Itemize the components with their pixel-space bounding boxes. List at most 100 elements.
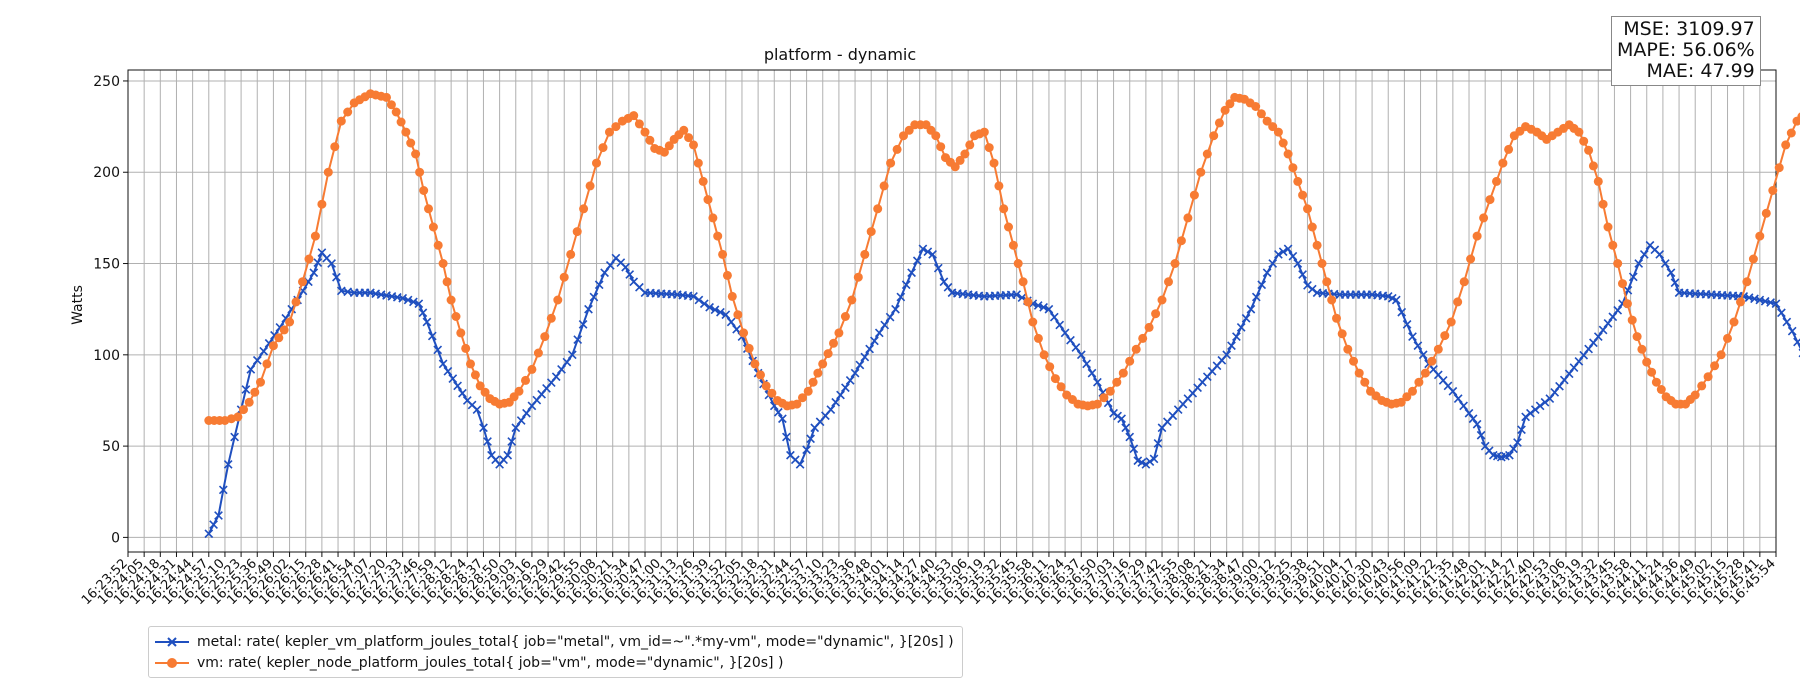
data-point xyxy=(818,359,828,369)
data-point xyxy=(847,295,857,305)
data-point xyxy=(466,359,475,369)
data-point xyxy=(403,295,413,305)
data-point xyxy=(589,292,599,302)
y-ticks: 0 50 100 150 200 250 xyxy=(93,74,128,546)
data-point xyxy=(1138,333,1148,343)
data-point xyxy=(1468,414,1478,424)
data-point xyxy=(1283,244,1293,254)
data-point xyxy=(507,437,517,446)
data-point xyxy=(557,365,566,374)
data-point xyxy=(1793,337,1800,347)
data-point xyxy=(521,375,530,385)
data-point xyxy=(1293,259,1303,268)
data-point xyxy=(1453,297,1463,307)
data-point xyxy=(428,222,438,232)
data-point xyxy=(398,293,408,303)
data-point xyxy=(1113,411,1122,421)
data-point xyxy=(684,133,694,143)
data-point xyxy=(1498,158,1508,168)
data-point xyxy=(904,125,914,135)
data-point xyxy=(533,348,543,358)
data-point xyxy=(396,117,406,127)
data-point xyxy=(1660,259,1670,268)
data-point xyxy=(693,158,703,168)
data-point xyxy=(1579,350,1589,360)
data-point xyxy=(802,445,811,455)
data-point xyxy=(1202,149,1212,159)
data-point xyxy=(1170,259,1180,268)
data-point xyxy=(382,92,391,102)
data-point xyxy=(705,302,714,312)
data-point xyxy=(1033,301,1043,310)
data-point xyxy=(1598,325,1608,335)
data-point xyxy=(214,511,223,520)
data-point xyxy=(223,460,233,469)
data-point xyxy=(1391,295,1401,305)
data-point xyxy=(1440,331,1450,341)
data-point xyxy=(291,297,301,307)
data-point xyxy=(640,127,650,137)
data-point xyxy=(1196,167,1206,177)
data-point xyxy=(1608,240,1618,250)
data-point xyxy=(1257,280,1267,290)
data-point xyxy=(1125,432,1135,442)
data-point xyxy=(1736,297,1745,307)
y-tick-label: 0 xyxy=(111,530,120,546)
data-point xyxy=(1579,136,1589,146)
data-point xyxy=(274,333,284,343)
data-point xyxy=(645,135,655,145)
data-point xyxy=(1049,312,1059,322)
data-point xyxy=(1082,359,1091,369)
data-point xyxy=(865,344,874,354)
data-point xyxy=(907,268,916,278)
data-point xyxy=(343,107,353,117)
data-point xyxy=(965,140,975,150)
data-point xyxy=(1459,277,1469,287)
data-point xyxy=(750,359,760,369)
data-point xyxy=(732,324,741,334)
legend-label-metal: metal: rate( kepler_vm_platform_joules_t… xyxy=(197,633,954,650)
data-point xyxy=(1777,308,1786,318)
data-point xyxy=(1513,438,1522,447)
data-point xyxy=(453,381,462,391)
data-point xyxy=(1492,176,1501,186)
data-point xyxy=(1099,393,1109,403)
data-point xyxy=(1427,356,1437,366)
data-point xyxy=(1117,414,1126,424)
data-point xyxy=(808,377,818,387)
data-point xyxy=(1433,344,1443,354)
data-point xyxy=(279,325,289,335)
data-point xyxy=(1748,254,1758,264)
data-point xyxy=(386,100,396,110)
data-point xyxy=(1045,362,1055,372)
data-point xyxy=(1056,382,1066,392)
data-point xyxy=(955,155,965,165)
data-point xyxy=(841,383,850,393)
data-point xyxy=(1569,363,1579,372)
data-point xyxy=(1414,377,1424,387)
y-tick-label: 150 xyxy=(93,257,120,273)
data-point xyxy=(1555,381,1564,391)
data-point xyxy=(891,304,900,314)
data-point xyxy=(912,256,922,266)
data-point xyxy=(1144,322,1154,332)
data-point xyxy=(313,258,323,267)
data-point xyxy=(1220,105,1230,115)
data-point xyxy=(546,313,556,323)
data-point xyxy=(1327,295,1337,305)
data-point xyxy=(708,213,718,223)
data-point xyxy=(451,312,461,321)
data-point xyxy=(572,227,582,237)
data-point xyxy=(689,140,698,150)
data-point xyxy=(1322,277,1332,287)
data-point xyxy=(418,308,428,318)
data-point xyxy=(1303,204,1312,214)
data-point xyxy=(522,408,531,418)
data-point xyxy=(629,111,639,121)
data-point xyxy=(1535,401,1545,411)
data-point xyxy=(1241,313,1251,323)
data-point xyxy=(896,292,906,302)
data-point xyxy=(792,399,802,409)
data-point xyxy=(874,328,884,338)
data-point xyxy=(795,460,805,469)
